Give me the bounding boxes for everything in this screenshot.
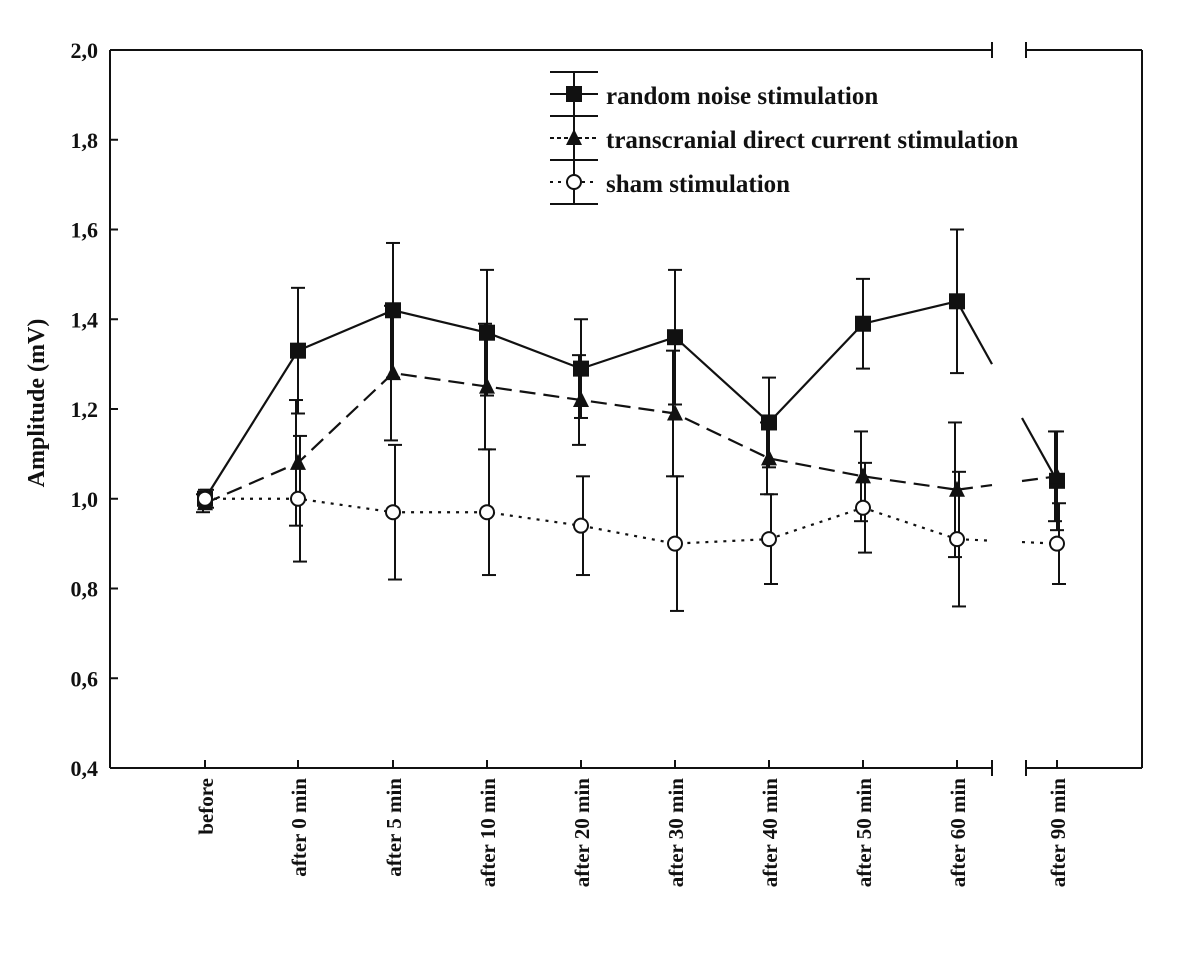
x-ticks: before after 0 min after 5 min after 10 min… xyxy=(194,760,1070,887)
series-markers-random-noise xyxy=(197,293,1065,507)
y-tick-label: 2,0 xyxy=(71,38,99,63)
series-random-noise xyxy=(198,228,1064,532)
data-point xyxy=(949,531,965,548)
x-tick-label: after 20 min xyxy=(570,778,594,888)
y-tick-label: 0,4 xyxy=(71,756,99,781)
data-point xyxy=(761,449,777,466)
data-point xyxy=(667,329,683,346)
data-point xyxy=(1049,467,1065,484)
data-point xyxy=(949,293,965,310)
x-tick-label: after 40 min xyxy=(758,778,782,888)
y-tick-label: 0,8 xyxy=(71,577,99,602)
data-point xyxy=(855,315,871,332)
y-tick-label: 1,2 xyxy=(71,397,99,422)
data-point xyxy=(573,517,589,534)
legend-label-tdcs: transcranial direct current stimulation xyxy=(606,127,1018,154)
x-tick-label: after 50 min xyxy=(852,778,876,888)
series-break-segment-left xyxy=(956,300,993,365)
data-point xyxy=(949,480,965,497)
x-tick-label: after 90 min xyxy=(1046,778,1070,888)
series-break-segment-right xyxy=(1021,417,1058,482)
series-markers-tdcs xyxy=(197,364,1065,511)
y-tick-label: 1,4 xyxy=(71,307,99,332)
legend-symbol-triangle xyxy=(550,115,598,161)
x-tick-label: after 30 min xyxy=(664,778,688,888)
legend-marker xyxy=(566,86,582,102)
data-point xyxy=(667,404,683,421)
data-point xyxy=(479,504,495,521)
legend-symbol-circle xyxy=(550,159,598,205)
x-tick-label: after 0 min xyxy=(287,778,311,877)
x-tick-label: after 5 min xyxy=(382,778,406,877)
data-point xyxy=(761,531,777,548)
data-point xyxy=(855,499,871,516)
y-tick-label: 0,6 xyxy=(71,666,99,691)
legend-item-random-noise: random noise stimulation xyxy=(550,71,878,117)
data-point xyxy=(385,364,401,381)
x-tick-label: before xyxy=(194,778,218,835)
legend-symbol-square xyxy=(550,71,598,117)
y-axis-label: Amplitude (mV) xyxy=(24,319,50,488)
series-markers-sham xyxy=(197,490,1065,552)
x-tick-label: after 10 min xyxy=(476,778,500,888)
series-break-segment-left xyxy=(956,483,993,491)
data-point xyxy=(479,377,495,394)
data-point xyxy=(385,504,401,521)
data-point xyxy=(667,535,683,552)
data-point xyxy=(761,414,777,431)
series-break-segment-left xyxy=(956,538,993,542)
data-point xyxy=(855,467,871,484)
data-point xyxy=(290,453,306,470)
legend-label-sham: sham stimulation xyxy=(606,171,790,198)
legend-item-tdcs: transcranial direct current stimulation xyxy=(550,115,1018,161)
data-point xyxy=(385,302,401,319)
legend-marker xyxy=(566,174,582,190)
legend-label-random-noise: random noise stimulation xyxy=(606,83,878,110)
legend-marker xyxy=(566,129,582,145)
data-point xyxy=(1049,535,1065,552)
y-ticks: 0,4 0,6 0,8 1,0 1,2 1,4 1,6 1,8 2,0 xyxy=(71,38,118,781)
legend-item-sham: sham stimulation xyxy=(550,159,790,205)
data-point xyxy=(290,342,306,359)
data-point xyxy=(573,391,589,408)
data-point xyxy=(573,360,589,377)
series-tdcs xyxy=(196,304,1062,559)
y-tick-label: 1,0 xyxy=(71,487,99,512)
data-point xyxy=(479,324,495,341)
series-sham xyxy=(200,434,1066,612)
data-point xyxy=(197,490,213,507)
legend: random noise stimulation transcranial di… xyxy=(550,71,1018,205)
y-tick-label: 1,8 xyxy=(71,128,99,153)
y-tick-label: 1,6 xyxy=(71,218,99,243)
series-layer xyxy=(196,228,1066,612)
data-point xyxy=(290,490,306,507)
x-tick-label: after 60 min xyxy=(946,778,970,888)
